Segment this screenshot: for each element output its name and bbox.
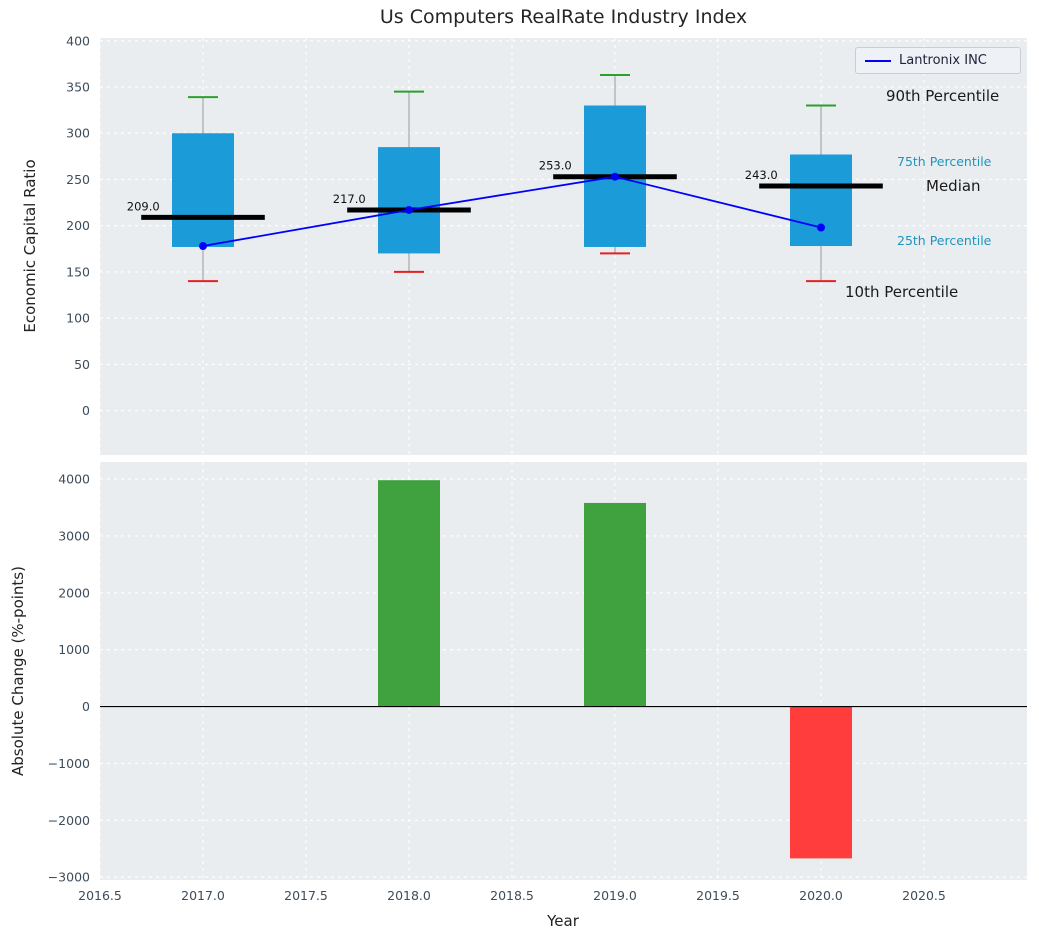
annotation-10th-percentile: 10th Percentile (845, 283, 959, 301)
top-ytick-label: 200 (66, 218, 90, 233)
top-panel-bg (100, 38, 1027, 455)
box-2017 (172, 133, 234, 247)
bar-2020 (790, 706, 852, 859)
bottom-panel-bg (100, 462, 1027, 880)
annotation-25th-percentile: 25th Percentile (897, 233, 992, 248)
median-value-label-2019: 253.0 (539, 159, 572, 173)
lantronix-point-2019 (611, 172, 619, 181)
bottom-y-axis-label: Absolute Change (%-points) (9, 566, 27, 776)
top-ytick-label: 50 (74, 357, 90, 372)
top-ytick-label: 100 (66, 311, 90, 326)
top-ytick-label: 0 (82, 403, 90, 418)
lantronix-line (202, 175, 822, 247)
median-value-label-2018: 217.0 (333, 192, 366, 206)
xtick-label: 2018.5 (490, 888, 534, 903)
top-y-axis-label: Economic Capital Ratio (21, 159, 39, 333)
lantronix-point-2018 (405, 205, 413, 214)
xtick-label: 2017.5 (284, 888, 328, 903)
annotation-median: Median (926, 177, 981, 195)
bottom-ytick-label: 0 (82, 699, 90, 714)
top-ytick-label: 300 (66, 126, 90, 141)
top-ytick-label: 350 (66, 80, 90, 95)
xtick-label: 2019.5 (696, 888, 740, 903)
bar-2018 (378, 480, 440, 707)
xtick-label: 2016.5 (78, 888, 122, 903)
xtick-label: 2020.5 (902, 888, 946, 903)
bottom-ytick-label: 1000 (58, 642, 90, 657)
median-value-label-2020: 243.0 (745, 168, 778, 182)
lantronix-point-2020 (817, 223, 825, 232)
bottom-ytick-label: −3000 (48, 870, 90, 885)
box-2018 (378, 147, 440, 254)
bottom-ytick-label: −2000 (48, 813, 90, 828)
top-ytick-label: 150 (66, 264, 90, 279)
top-ytick-label: 250 (66, 172, 90, 187)
bottom-ytick-label: 4000 (58, 472, 90, 487)
bottom-ytick-label: 3000 (58, 528, 90, 543)
legend: Lantronix INC (855, 47, 1021, 74)
xtick-label: 2019.0 (593, 888, 637, 903)
top-ytick-label: 400 (66, 33, 90, 48)
bottom-ytick-label: −1000 (48, 756, 90, 771)
median-value-label-2017: 209.0 (127, 199, 160, 213)
legend-line-sample (865, 59, 891, 62)
annotation-90th-percentile: 90th Percentile (886, 87, 1000, 105)
lantronix-point-2017 (199, 242, 207, 251)
bar-2019 (584, 502, 646, 707)
xtick-label: 2017.0 (181, 888, 225, 903)
box-2020 (790, 154, 852, 247)
xtick-label: 2018.0 (387, 888, 431, 903)
legend-label: Lantronix INC (899, 53, 987, 68)
xtick-label: 2020.0 (799, 888, 843, 903)
annotation-75th-percentile: 75th Percentile (897, 154, 992, 169)
chart-title: Us Computers RealRate Industry Index (379, 6, 748, 28)
x-axis-label: Year (547, 912, 579, 930)
bottom-ytick-label: 2000 (58, 585, 90, 600)
